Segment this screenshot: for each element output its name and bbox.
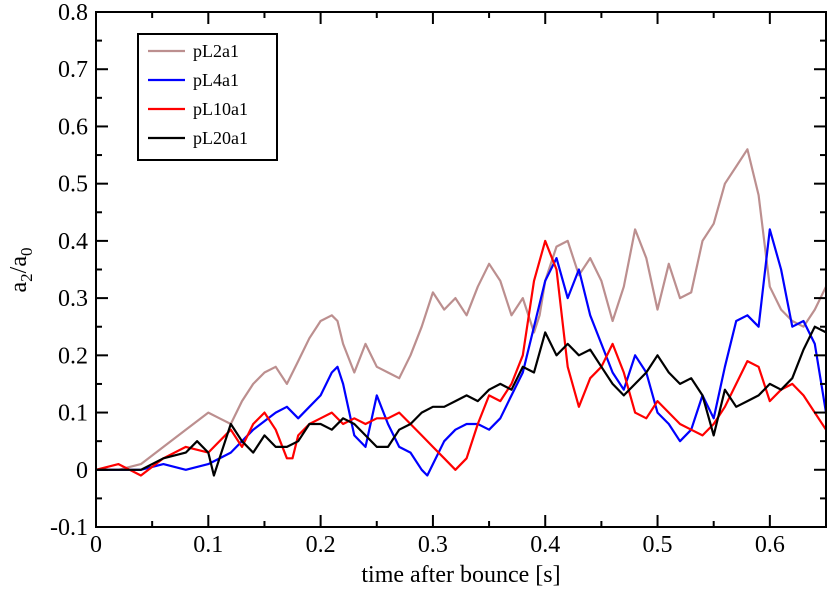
- x-tick-label: 0: [90, 532, 102, 558]
- x-tick-label: 0.3: [418, 532, 448, 558]
- x-axis-label: time after bounce [s]: [361, 562, 560, 588]
- series-line-pL2a1: [96, 148, 827, 471]
- y-axis: -0.1 0 0.1 0.2 0.3 0.4 0.5 0.6 0.7 0.8: [50, 0, 826, 541]
- y-tick-label: 0.6: [58, 114, 88, 140]
- y-tick-label: 0.4: [58, 229, 88, 255]
- legend-label-pL2a1: pL2a1: [193, 41, 239, 61]
- series-line-pL4a1: [96, 228, 828, 477]
- y-tick-label: 0.2: [58, 343, 88, 369]
- y-axis-label: a2/a0: [6, 248, 36, 293]
- legend-label-pL20a1: pL20a1: [193, 128, 248, 148]
- y-tick-label: 0.7: [58, 57, 88, 83]
- y-tick-label: 0.8: [58, 0, 88, 26]
- y-tick-label: 0.5: [58, 172, 88, 198]
- y-tick-label: 0.1: [58, 401, 88, 427]
- y-tick-label: 0.3: [58, 286, 88, 312]
- legend: pL2a1 pL4a1 pL10a1 pL20a1: [137, 33, 278, 161]
- y-tick-label: 0: [76, 458, 88, 484]
- legend-box: [137, 33, 278, 161]
- x-tick-label: 0.4: [530, 532, 560, 558]
- series-line-pL10a1: [95, 239, 827, 477]
- y-tick-label: -0.1: [50, 515, 88, 541]
- legend-label-pL4a1: pL4a1: [193, 70, 239, 90]
- legend-label-pL10a1: pL10a1: [193, 99, 248, 119]
- x-tick-label: 0.5: [643, 532, 673, 558]
- series-line-pL20a1: [96, 325, 827, 477]
- series-layer: [95, 148, 828, 477]
- x-axis: 0 0.1 0.2 0.3 0.4 0.5 0.6: [90, 12, 785, 558]
- x-tick-label: 0.6: [755, 532, 785, 558]
- x-tick-label: 0.2: [306, 532, 336, 558]
- x-tick-label: 0.1: [193, 532, 223, 558]
